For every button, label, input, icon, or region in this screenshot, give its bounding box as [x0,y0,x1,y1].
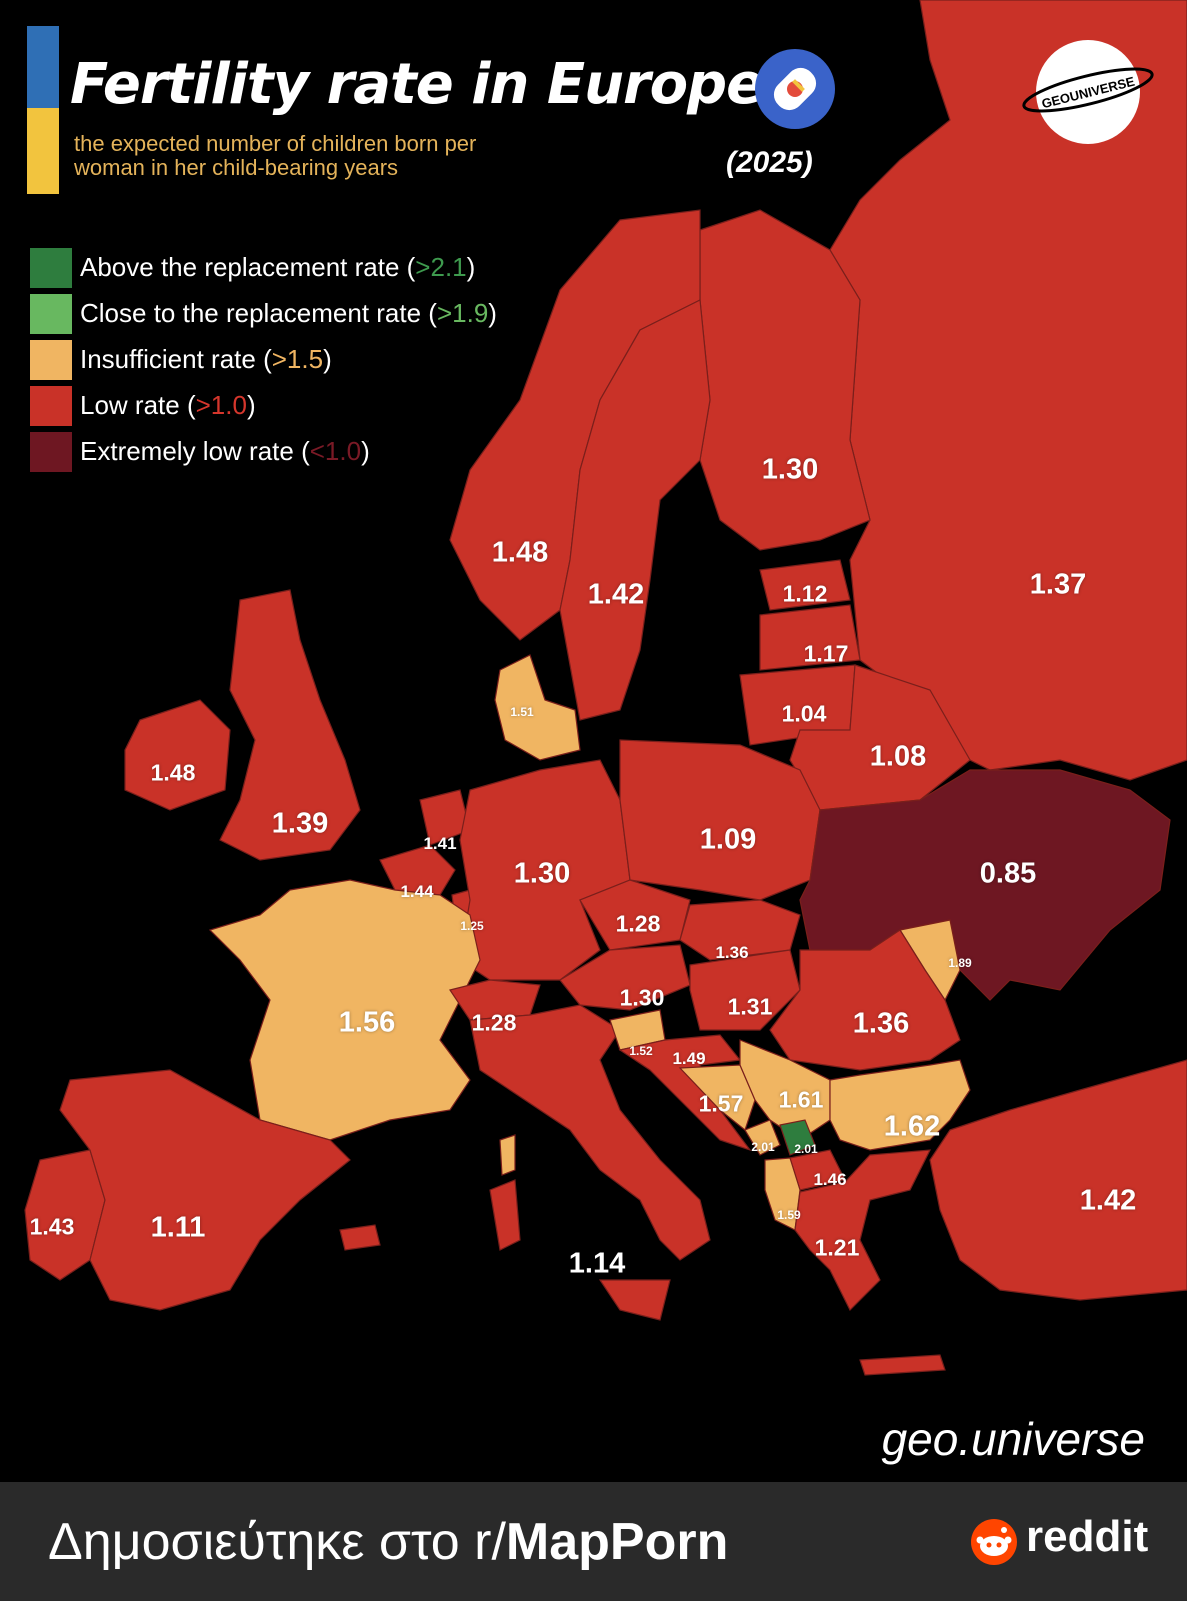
region-baleares [339,1224,381,1251]
legend-swatch [30,294,72,334]
country-label-finland: 1.30 [761,453,819,486]
footer-prefix: Δημοσιεύτηκε στο r/ [48,1513,506,1571]
country-label-turkey: 1.42 [1079,1184,1137,1217]
region-spain [59,1069,351,1311]
country-label-belgium: 1.44 [400,882,434,901]
country-label-slovenia: 1.52 [629,1044,653,1058]
country-label-germany: 1.30 [513,857,571,890]
reddit-alien-icon[interactable] [970,1518,1018,1566]
country-label-belarus: 1.08 [869,740,927,773]
country-label-latvia: 1.17 [803,640,849,667]
country-label-sweden: 1.42 [587,578,645,611]
country-label-moldova: 1.89 [948,956,972,970]
legend-swatch [30,386,72,426]
region-sardinia [489,1179,521,1251]
legend-label: Above the replacement rate (>2.1) [80,252,476,282]
country-label-lithuania: 1.04 [781,700,827,727]
legend-swatch [30,248,72,288]
region-crete [859,1354,946,1376]
country-label-portugal: 1.43 [29,1213,75,1240]
region-bulgaria [829,1059,971,1151]
region-france [208,879,481,1141]
country-label-north-macedonia: 1.46 [813,1170,847,1189]
region-corsica [499,1134,516,1176]
footer-bar: Δημοσιεύτηκε στο r/MapPorn reddit [0,1482,1187,1601]
country-label-czechia: 1.28 [615,910,661,937]
region-russia [829,0,1187,781]
region-hungary [689,949,801,1031]
region-switzerland [449,979,541,1021]
region-estonia [759,559,851,611]
country-label-albania: 1.59 [777,1208,801,1222]
country-label-hungary: 1.31 [727,993,773,1020]
subreddit-name[interactable]: MapPorn [505,1513,729,1571]
region-czechia [579,879,691,951]
legend-threshold: <1.0 [309,436,362,466]
country-label-luxembourg: 1.25 [460,919,484,933]
map-subtitle: the expected number of children born per… [74,131,477,180]
country-label-kosovo: 2.01 [794,1142,818,1156]
title-bar-blue [27,26,59,108]
country-label-netherlands: 1.41 [423,834,457,853]
region-turkey [929,1059,1187,1301]
region-sweden [559,299,711,721]
country-label-romania: 1.36 [852,1007,910,1040]
legend-threshold: >1.0 [195,390,247,420]
legend-threshold: >1.9 [436,298,489,328]
geouniverse-logo: GEOUNIVERSE [1022,40,1154,144]
country-label-norway: 1.48 [491,536,549,569]
country-label-italy: 1.14 [568,1247,626,1280]
legend-label: Insufficient rate (>1.5) [80,344,332,374]
legend-threshold: >2.1 [415,252,467,282]
country-label-uk: 1.39 [271,807,329,840]
region-kosovo [779,1119,816,1156]
country-label-france: 1.56 [338,1006,396,1039]
country-label-poland: 1.09 [699,823,757,856]
europe-map [24,0,1187,1376]
region-latvia [759,604,861,671]
map-year: (2025) [726,146,813,179]
map-title: Fertility rate in Europe [70,52,764,117]
legend-threshold: >1.5 [271,344,324,374]
country-label-bulgaria: 1.62 [883,1110,941,1143]
country-label-bosnia: 1.57 [698,1090,744,1117]
country-label-denmark: 1.51 [510,705,534,719]
legend-label: Extremely low rate (<1.0) [80,436,370,466]
legend-label: Close to the replacement rate (>1.9) [80,298,497,328]
region-bosnia [678,1064,756,1132]
region-ireland [124,699,231,811]
region-belgium [379,844,456,896]
rocket-icon [755,49,835,129]
country-label-slovakia: 1.36 [715,943,749,962]
legend-swatch [30,340,72,380]
country-label-spain: 1.11 [150,1211,206,1244]
region-romania [769,929,961,1071]
country-label-austria: 1.30 [619,984,665,1011]
reddit-wordmark: reddit [1026,1512,1149,1561]
country-label-croatia: 1.49 [672,1049,706,1068]
legend-swatch [30,432,72,472]
region-germany [459,759,631,981]
country-label-estonia: 1.12 [782,580,828,607]
country-label-russia: 1.37 [1029,568,1087,601]
country-label-serbia: 1.61 [778,1086,824,1113]
title-bar-yellow [27,108,59,194]
country-label-montenegro: 2.01 [751,1140,775,1154]
legend-label: Low rate (>1.0) [80,390,256,420]
country-label-ireland: 1.48 [150,759,196,786]
region-sicily [598,1279,671,1321]
region-uk [219,589,361,861]
region-montenegro [744,1119,781,1156]
region-greece [794,1149,932,1312]
footer-caption: Δημοσιεύτηκε στο r/MapPorn [48,1512,728,1572]
country-label-greece: 1.21 [814,1234,860,1261]
watermark: geo.universe [881,1413,1145,1465]
region-poland [619,739,821,901]
country-label-switzerland: 1.28 [471,1009,517,1036]
region-denmark [494,654,581,761]
country-label-ukraine: 0.85 [979,857,1037,890]
